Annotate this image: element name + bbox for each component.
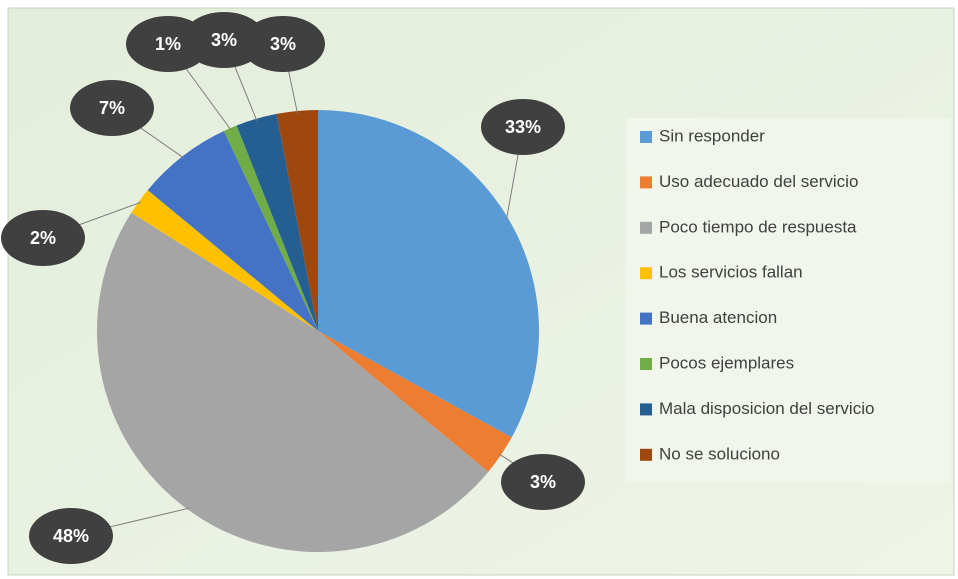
data-label: 3% <box>270 34 296 54</box>
legend-label: Buena atencion <box>659 308 777 327</box>
data-label: 33% <box>505 117 541 137</box>
data-label: 3% <box>530 472 556 492</box>
legend: Sin responder Uso adecuado del servicio Po… <box>640 126 874 463</box>
pie-slice <box>318 331 512 472</box>
label-bubble <box>29 508 113 564</box>
label-bubble <box>1 210 85 266</box>
label-bubble <box>241 16 325 72</box>
pie-slice <box>276 110 318 331</box>
legend-label: Sin responder <box>659 126 765 145</box>
pie-slice <box>131 190 318 331</box>
legend-swatch <box>640 403 652 416</box>
data-labels: 33% 3% 48% 2% 7% 1% 3% 3% <box>1 12 585 564</box>
pie-slice <box>147 131 318 331</box>
pie-slice <box>318 110 540 438</box>
legend-label: No se soluciono <box>659 444 780 463</box>
pie-slice <box>223 125 318 331</box>
pie-slice <box>236 113 318 331</box>
data-label: 48% <box>53 526 89 546</box>
data-label: 2% <box>30 228 56 248</box>
data-label: 3% <box>211 30 237 50</box>
legend-swatch <box>640 312 652 325</box>
legend-swatch <box>640 448 652 461</box>
legend-label: Poco tiempo de respuesta <box>659 217 857 236</box>
legend-label: Uso adecuado del servicio <box>659 172 858 191</box>
data-label: 1% <box>155 34 181 54</box>
pie-slice <box>96 212 489 553</box>
label-bubble <box>481 99 565 155</box>
legend-swatch <box>640 131 652 143</box>
legend-box <box>626 118 950 482</box>
label-bubble <box>70 80 154 136</box>
legend-swatch <box>640 358 652 370</box>
legend-swatch <box>640 176 652 189</box>
label-bubble <box>501 454 585 510</box>
pie <box>96 110 540 553</box>
legend-swatch <box>640 267 652 280</box>
legend-label: Los servicios fallan <box>659 263 803 282</box>
legend-label: Mala disposicion del servicio <box>659 399 874 418</box>
legend-label: Pocos ejemplares <box>659 353 794 372</box>
legend-swatch <box>640 221 652 234</box>
data-label: 7% <box>99 98 125 118</box>
